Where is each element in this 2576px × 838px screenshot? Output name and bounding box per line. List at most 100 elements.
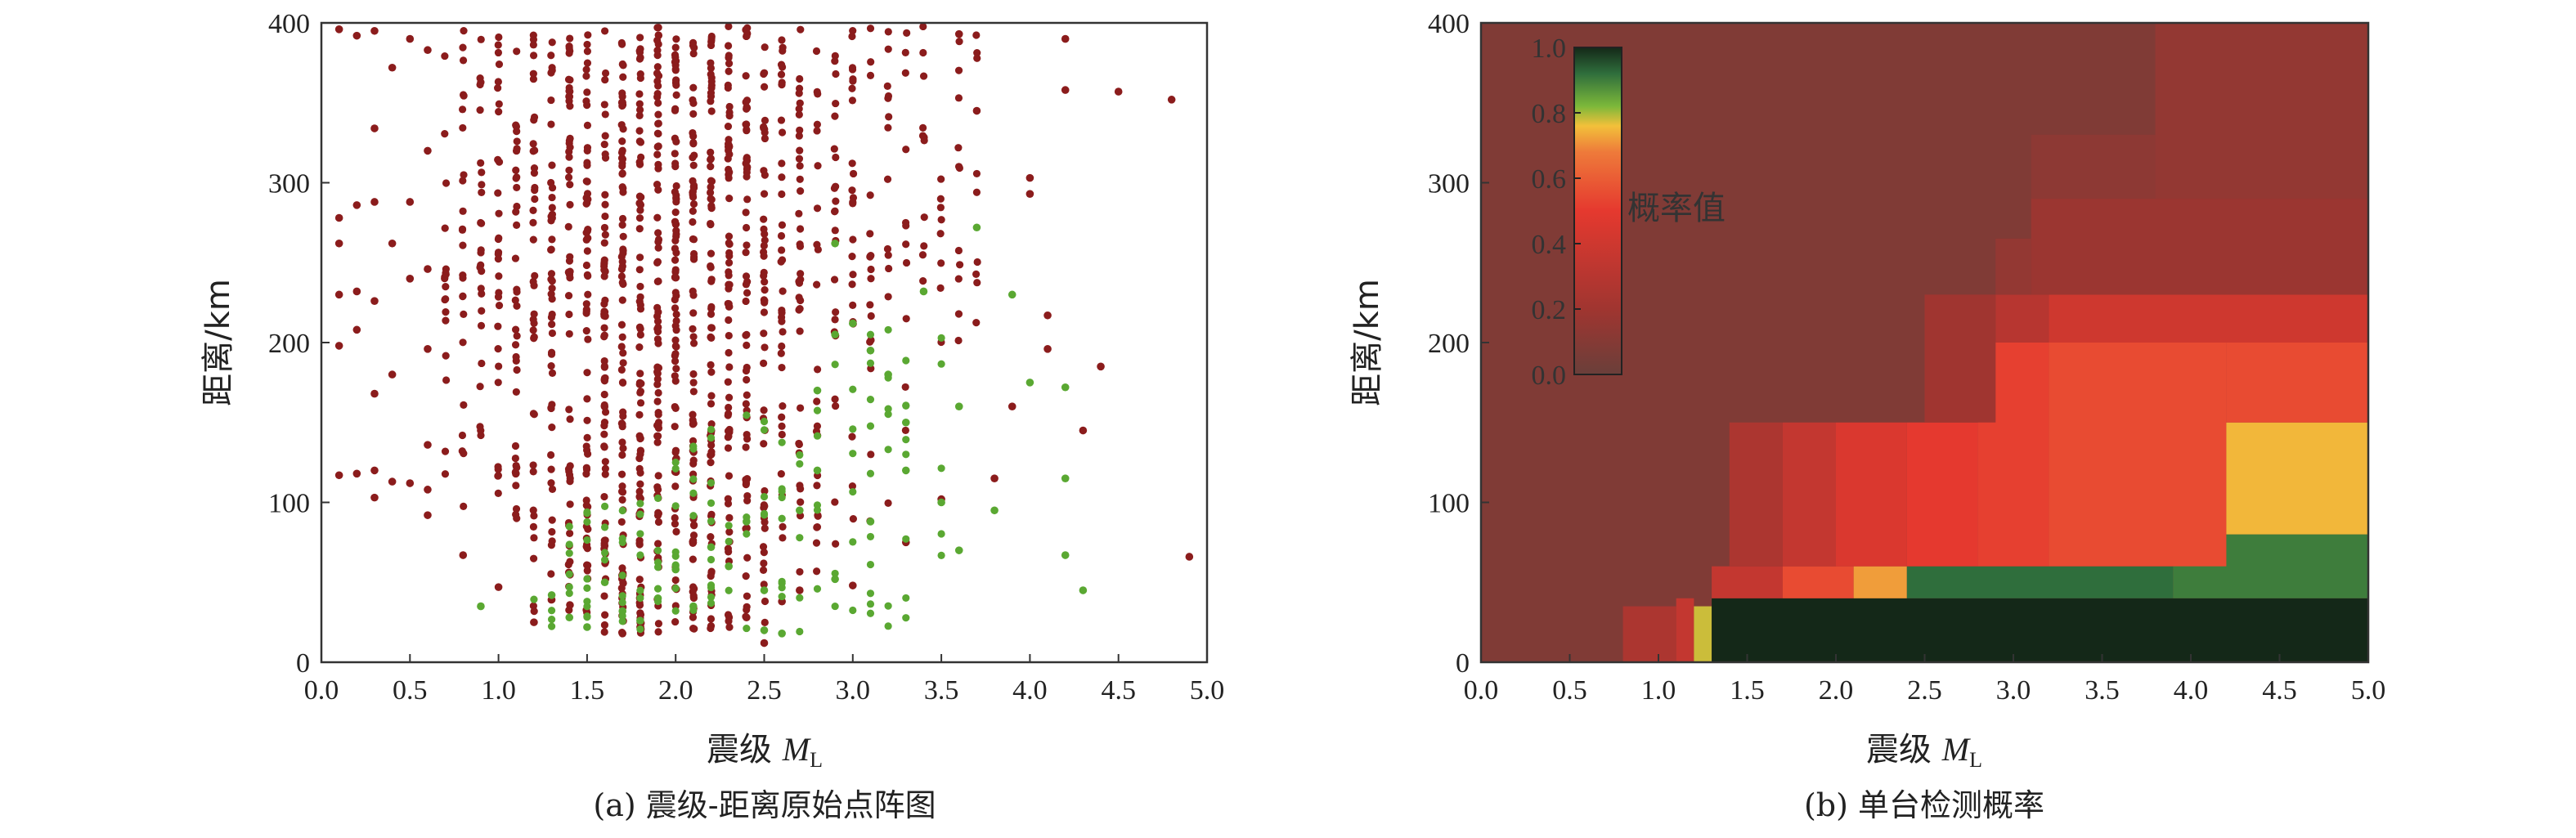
scatter-point-undetected xyxy=(653,150,662,159)
scatter-point-undetected xyxy=(653,93,662,101)
scatter-point-undetected xyxy=(653,370,662,378)
scatter-point-undetected xyxy=(566,529,574,538)
heatmap-cell xyxy=(1782,566,1854,598)
scatter-point-detected xyxy=(849,385,857,393)
scatter-point-undetected xyxy=(494,249,503,257)
scatter-point-undetected xyxy=(600,101,608,109)
scatter-point-undetected xyxy=(424,486,432,494)
scatter-point-undetected xyxy=(583,190,592,198)
scatter-point-undetected xyxy=(513,221,521,229)
scatter-point-undetected xyxy=(654,509,662,518)
scatter-point-undetected xyxy=(760,69,768,78)
scatter-point-undetected xyxy=(760,329,768,338)
scatter-point-undetected xyxy=(689,41,698,50)
scatter-point-undetected xyxy=(848,482,857,491)
scatter-point-detected xyxy=(583,518,591,527)
scatter-point-undetected xyxy=(707,78,716,86)
scatter-point-undetected xyxy=(601,464,609,473)
scatter-point-undetected xyxy=(513,365,521,374)
scatter-point-undetected xyxy=(334,342,343,350)
y-tick-label: 100 xyxy=(268,489,310,519)
scatter-point-undetected xyxy=(954,336,963,345)
scatter-point-undetected xyxy=(919,48,927,57)
scatter-point-undetected xyxy=(654,24,662,32)
scatter-point-undetected xyxy=(761,486,769,495)
scatter-point-undetected xyxy=(653,258,662,267)
scatter-point-undetected xyxy=(707,533,715,541)
scatter-point-undetected xyxy=(600,324,608,332)
scatter-point-undetected xyxy=(513,285,521,294)
scatter-point-detected xyxy=(849,319,857,328)
scatter-point-undetected xyxy=(689,138,698,147)
scatter-point-detected xyxy=(671,607,680,615)
scatter-point-undetected xyxy=(689,193,698,201)
y-tick-label: 400 xyxy=(1428,9,1470,39)
scatter-point-detected xyxy=(972,223,981,232)
scatter-point-undetected xyxy=(884,293,892,301)
scatter-point-undetected xyxy=(600,140,608,149)
scatter-point-undetected xyxy=(653,327,662,336)
colorbar-tick-label: 0.4 xyxy=(1532,230,1567,260)
scatter-point-undetected xyxy=(424,345,432,353)
scatter-point-undetected xyxy=(600,300,608,308)
scatter-point-undetected xyxy=(883,82,891,90)
scatter-point-undetected xyxy=(902,146,910,154)
scatter-point-undetected xyxy=(707,219,715,228)
x-tick-label: 0.0 xyxy=(1464,675,1499,706)
scatter-point-undetected xyxy=(831,57,839,65)
scatter-point-undetected xyxy=(636,434,644,443)
scatter-point-undetected xyxy=(689,309,698,317)
panel-b-ylabel: 距离/km xyxy=(1349,279,1386,406)
scatter-point-undetected xyxy=(689,379,698,387)
scatter-point-undetected xyxy=(725,52,733,60)
scatter-point-undetected xyxy=(635,111,644,119)
scatter-point-detected xyxy=(477,602,485,611)
scatter-point-undetected xyxy=(672,310,680,319)
scatter-point-detected xyxy=(565,522,573,531)
scatter-point-undetected xyxy=(548,369,557,377)
scatter-point-undetected xyxy=(867,58,875,66)
colorbar-tick-label: 1.0 xyxy=(1532,34,1567,64)
scatter-point-undetected xyxy=(547,479,555,487)
scatter-point-undetected xyxy=(619,444,627,453)
scatter-point-undetected xyxy=(653,142,662,151)
scatter-point-detected xyxy=(565,613,574,622)
heatmap-cell xyxy=(1906,566,2174,598)
scatter-point-detected xyxy=(689,442,698,450)
scatter-point-detected xyxy=(831,575,839,584)
scatter-point-undetected xyxy=(547,313,556,321)
y-tick-label: 300 xyxy=(268,169,310,199)
scatter-point-undetected xyxy=(635,192,644,200)
scatter-point-undetected xyxy=(672,226,680,235)
scatter-point-undetected xyxy=(530,113,539,121)
scatter-point-undetected xyxy=(582,327,590,335)
scatter-point-undetected xyxy=(531,183,539,192)
scatter-point-undetected xyxy=(778,128,787,137)
scatter-point-undetected xyxy=(848,159,856,168)
scatter-point-undetected xyxy=(671,150,679,158)
x-tick-label: 0.0 xyxy=(304,675,339,706)
scatter-point-undetected xyxy=(600,401,608,410)
scatter-point-undetected xyxy=(972,106,981,115)
colorbar-tick-label: 0.0 xyxy=(1532,361,1567,391)
scatter-point-undetected xyxy=(477,159,485,168)
scatter-point-undetected xyxy=(885,264,893,273)
scatter-point-undetected xyxy=(761,171,769,179)
scatter-point-undetected xyxy=(600,356,608,365)
scatter-point-undetected xyxy=(866,301,874,309)
scatter-point-undetected xyxy=(584,290,592,298)
scatter-point-undetected xyxy=(617,518,626,527)
scatter-point-undetected xyxy=(564,560,572,569)
scatter-point-undetected xyxy=(759,543,768,551)
scatter-point-undetected xyxy=(830,145,838,153)
scatter-point-undetected xyxy=(796,567,804,576)
scatter-point-detected xyxy=(547,622,556,630)
scatter-point-undetected xyxy=(654,628,662,636)
scatter-point-undetected xyxy=(565,92,574,101)
scatter-point-undetected xyxy=(725,393,734,401)
scatter-point-undetected xyxy=(511,468,519,477)
scatter-point-undetected xyxy=(547,570,555,578)
scatter-point-undetected xyxy=(653,483,662,491)
scatter-point-undetected xyxy=(618,214,627,223)
scatter-point-undetected xyxy=(370,198,379,206)
